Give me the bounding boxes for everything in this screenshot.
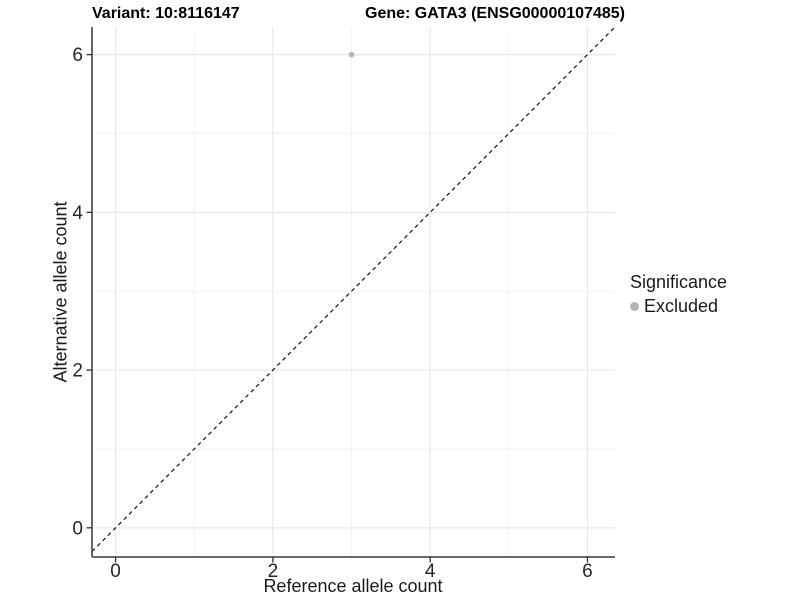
x-axis-title: Reference allele count (263, 576, 443, 596)
data-point (348, 51, 355, 58)
x-tick-label: 2 (268, 561, 279, 582)
x-tick-label: 4 (425, 561, 436, 582)
identity-reference-line (91, 26, 616, 552)
legend-item: Excluded (630, 296, 727, 317)
legend-title: Significance (630, 272, 728, 292)
legend-items: Excluded (630, 296, 727, 317)
y-axis-title: Alternative allele count (50, 201, 71, 383)
x-tick-label: 6 (582, 561, 593, 582)
plot-title-gene: Gene: GATA3 (ENSG00000107485) (365, 5, 625, 22)
legend-point-icon (630, 302, 639, 311)
legend-item-label: Excluded (644, 296, 719, 316)
y-tick-label: 2 (72, 361, 83, 382)
y-tick-label: 0 (72, 518, 83, 539)
x-tick-label: 0 (110, 561, 121, 582)
legend: Significance Excluded (630, 272, 727, 317)
y-tick-label: 6 (72, 45, 83, 66)
y-tick-label: 4 (72, 203, 83, 224)
plot-title-variant: Variant: 10:8116147 (92, 5, 240, 22)
